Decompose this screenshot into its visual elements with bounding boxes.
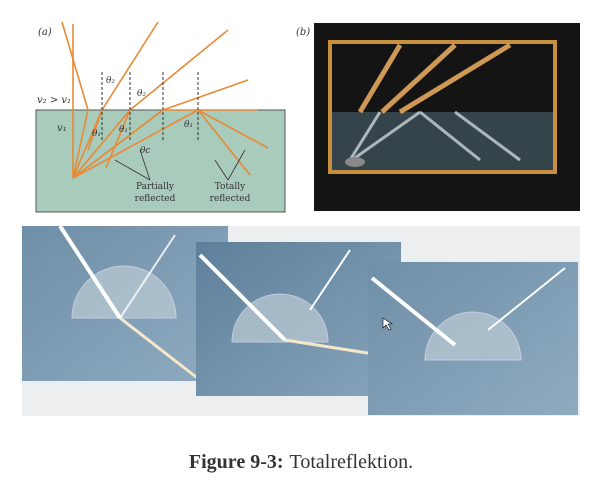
angle-label: θ₁ (184, 120, 193, 130)
rays (61, 21, 269, 179)
panel-label: (b) (296, 27, 310, 38)
photo (368, 262, 578, 415)
photo (196, 242, 401, 396)
normals (101, 72, 199, 140)
speed-relation: v₂ > v₁ (37, 95, 71, 106)
total-label: Totally (215, 182, 246, 192)
cursor (382, 317, 393, 331)
photos (22, 224, 580, 416)
medium-speed: v₁ (57, 123, 67, 134)
angle-label: θ₂ (106, 76, 115, 86)
leaders (114, 149, 246, 181)
panel-label: (a) (38, 27, 52, 38)
angle-label: θ₁ (119, 125, 128, 135)
total-label: reflected (210, 194, 251, 204)
angle-label: θ₁ (92, 129, 101, 139)
beams (348, 110, 521, 162)
panel-a: (a) v₂ > v₁ v₁ θ₂ θ₂ θ₁ θ₁ θc θ₁ (35, 21, 286, 213)
partial-label: reflected (135, 194, 176, 204)
lamp (345, 157, 365, 167)
angle-label: θc (140, 146, 150, 156)
tank-frame (328, 40, 557, 174)
beams (357, 42, 512, 115)
caption-number: Figure 9-3: (189, 451, 284, 473)
caption: Figure 9-3: Totalreflektion. (189, 451, 413, 473)
partial-label: Partially (136, 182, 175, 192)
water (332, 112, 553, 170)
angle-label: θ₂ (137, 89, 146, 99)
panel-b: (b) (296, 23, 580, 211)
caption-text: Totalreflektion. (290, 451, 414, 473)
photo (22, 224, 228, 382)
